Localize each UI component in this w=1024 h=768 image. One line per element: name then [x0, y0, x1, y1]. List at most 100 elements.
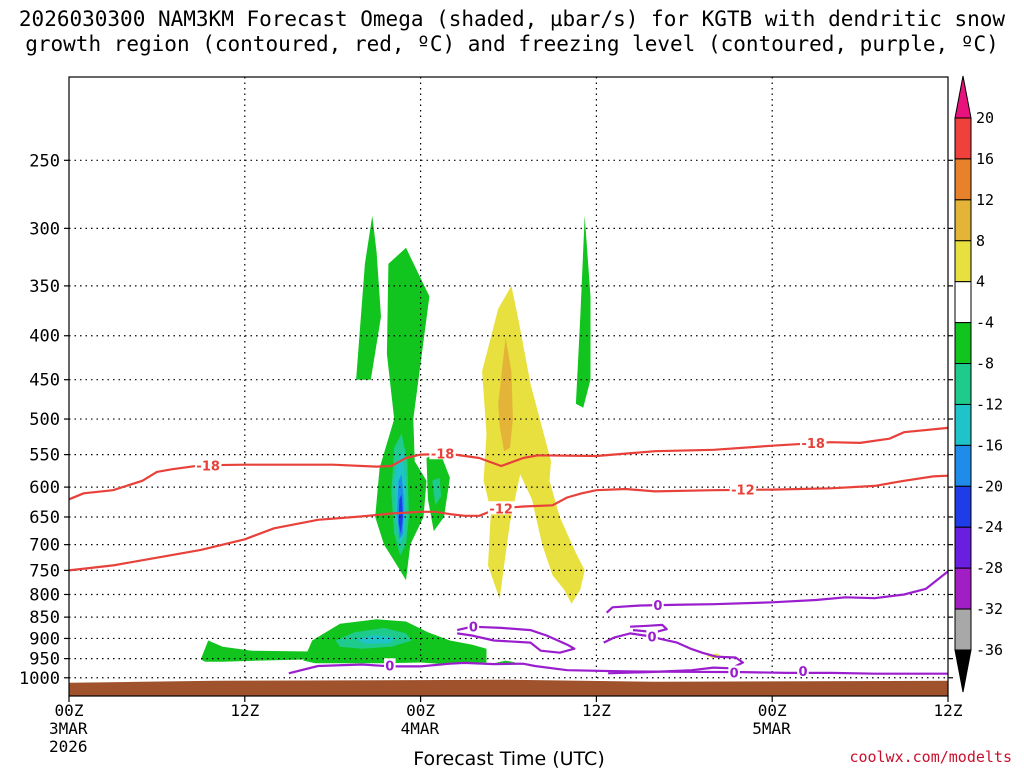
freezing-contour-1: [456, 625, 576, 654]
contour-label-7: 0: [648, 630, 657, 645]
x-tick-label-1: 12Z: [230, 701, 259, 720]
plot-frame: [68, 76, 949, 697]
colorbar-label-12: -32: [976, 600, 1003, 618]
grid-layer: [69, 77, 948, 696]
x-axis-title: Forecast Time (UTC): [413, 748, 604, 768]
contour-label-10: 0: [798, 665, 807, 680]
colorbar-label-1: 16: [976, 150, 994, 168]
chart-title-line-2: growth region (contoured, red, ºC) and f…: [25, 32, 999, 56]
colorbar-bin-3: [954, 240, 972, 283]
freezing-contour-3: [605, 570, 949, 614]
chart-title-line-1: 2026030300 NAM3KM Forecast Omega (shaded…: [18, 7, 1006, 31]
colorbar-label-9: -20: [976, 477, 1003, 495]
y-tick-label-350: 350: [29, 277, 60, 297]
contour-label-6: 0: [385, 659, 394, 674]
y-tick-label-850: 850: [29, 608, 60, 628]
y-tick-label-400: 400: [29, 327, 60, 347]
colorbar-bin-5: [954, 322, 972, 365]
contour-label-bg-1: [429, 446, 456, 460]
y-tick-label-550: 550: [29, 446, 60, 466]
contour-label-1: -18: [431, 447, 455, 462]
y-tick-label-800: 800: [29, 585, 60, 605]
colorbar-label-13: -36: [976, 641, 1003, 659]
colorbar: 20 16 12 8 4 -4 -8 -12 -16 -20 -24 -28 -32 -36: [954, 75, 1003, 693]
freezing-contour-2: [603, 632, 744, 675]
colorbar-label-4: 4: [976, 273, 985, 291]
colorbar-bin-9: [954, 485, 972, 528]
contour-label-5: 0: [469, 621, 478, 636]
colorbar-bin-8: [954, 444, 972, 487]
contour-layer: -18 -18 -18 -12 -12 0 0 0 0 0 0: [68, 426, 949, 682]
y-tick-label-300: 300: [29, 219, 60, 239]
colorbar-bin-6: [954, 363, 972, 405]
omega-region-downward-motion-band-core: [498, 337, 513, 452]
contour-label-bg-3: [487, 501, 515, 515]
terrain-ground: [69, 679, 948, 696]
y-tick-label-1000: 1000: [19, 669, 60, 689]
contour-label-3: -12: [489, 502, 513, 517]
colorbar-label-5: -4: [976, 314, 994, 332]
x-tick-label-3: 12Z: [582, 701, 611, 720]
terrain-layer: [69, 679, 948, 696]
y-tick-label-500: 500: [29, 410, 60, 430]
colorbar-bin-0: [954, 117, 972, 160]
colorbar-bin-10: [954, 526, 972, 569]
colorbar-bin-11: [954, 567, 972, 610]
colorbar-label-0: 20: [976, 109, 994, 127]
omega-region-downward-motion-band: [482, 285, 585, 604]
contour-label-bg-5: [467, 619, 480, 633]
colorbar-bin-2: [954, 199, 972, 242]
colorbar-bin-4: [954, 281, 972, 324]
contour-label-4: -12: [731, 484, 755, 499]
y-tick-label-650: 650: [29, 508, 60, 528]
y-tick-label-750: 750: [29, 561, 60, 581]
y-tick-label-950: 950: [29, 650, 60, 670]
contour-label-2: -18: [801, 437, 825, 452]
x-tick-day-0: 3MAR: [49, 719, 88, 738]
colorbar-label-11: -28: [976, 559, 1003, 577]
omega-region-upward-motion-main-tower: [375, 247, 430, 581]
x-tick-label-0: 00Z: [55, 701, 84, 720]
y-tick-label-450: 450: [29, 371, 60, 391]
credit-link[interactable]: coolwx.com/modelts: [849, 748, 1012, 766]
colorbar-label-6: -8: [976, 355, 994, 373]
contour-label-9: 0: [730, 667, 739, 682]
contour-label-bg-4: [729, 482, 757, 496]
colorbar-bin-1: [954, 158, 972, 201]
x-tick-year-0: 2026: [49, 737, 88, 756]
omega-region-upward-motion-main-peak: [398, 494, 403, 534]
contour-label-bg-8: [652, 598, 664, 612]
y-tick-label-700: 700: [29, 536, 60, 556]
y-tick-label-250: 250: [29, 151, 60, 171]
y-tick-label-900: 900: [29, 629, 60, 649]
colorbar-label-10: -24: [976, 518, 1003, 536]
colorbar-bin-7: [954, 403, 972, 446]
contour-label-bg-2: [799, 435, 827, 449]
omega-region-upward-motion-side-lobe-core: [432, 477, 442, 506]
contour-label-bg-6: [384, 658, 396, 672]
colorbar-top-arrow: [954, 75, 972, 119]
x-tick-label-5: 12Z: [934, 701, 963, 720]
x-tick-label-2: 00Z: [406, 701, 435, 720]
plot-frame-layer: [68, 76, 949, 697]
colorbar-label-3: 8: [976, 232, 985, 250]
x-tick-day-4: 5MAR: [752, 719, 791, 738]
contour-label-bg-7: [646, 629, 658, 643]
omega-region-upward-motion-thin-tower: [356, 215, 381, 380]
omega-shading-layer: [200, 215, 723, 665]
contour-label-8: 0: [653, 599, 662, 614]
y-axis: 2503003504004505005506006507007508008509…: [19, 151, 953, 689]
colorbar-label-8: -16: [976, 436, 1003, 454]
contour-label-bg-9: [728, 665, 740, 679]
x-tick-label-4: 00Z: [758, 701, 787, 720]
x-tick-day-2: 4MAR: [401, 719, 440, 738]
omega-region-upward-motion-upper-right: [575, 215, 591, 408]
omega-region-upward-motion-lowlevel-max: [356, 635, 396, 644]
y-tick-label-600: 600: [29, 478, 60, 498]
contour-label-bg-0: [194, 458, 222, 472]
contour-label-bg-10: [797, 664, 809, 678]
colorbar-bin-12: [954, 608, 972, 651]
contour-label-0: -18: [196, 459, 220, 474]
